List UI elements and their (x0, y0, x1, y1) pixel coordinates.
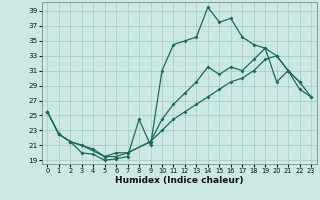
X-axis label: Humidex (Indice chaleur): Humidex (Indice chaleur) (115, 176, 244, 185)
